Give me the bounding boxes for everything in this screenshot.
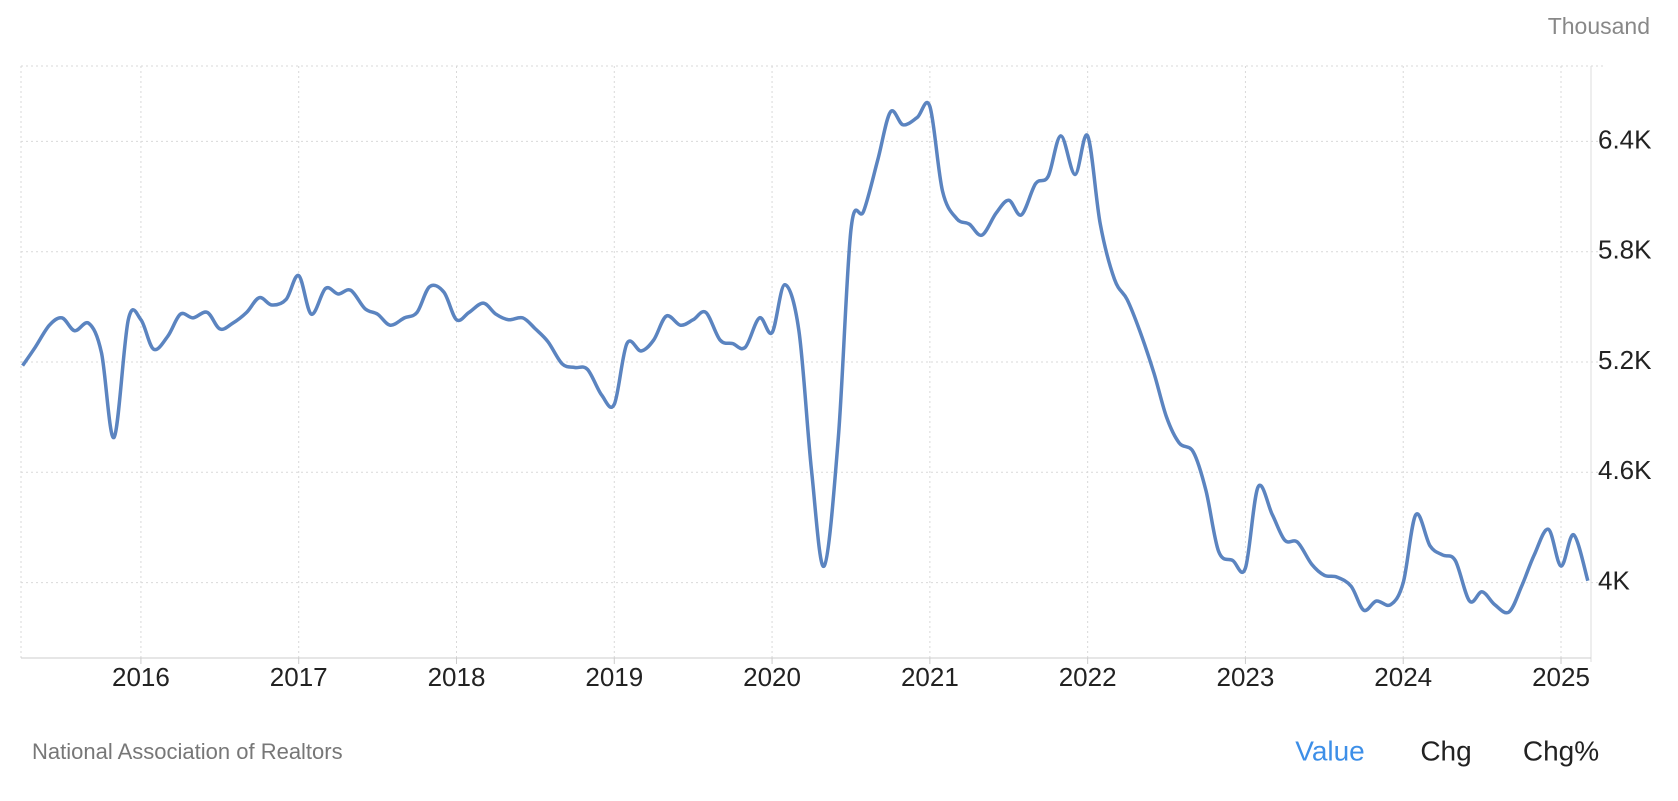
x-tick-label: 2017 <box>270 662 328 692</box>
y-tick-label: 5.8K <box>1598 235 1652 265</box>
tab-chg[interactable]: Chg <box>1420 735 1471 766</box>
tab-chg-pct[interactable]: Chg% <box>1523 735 1599 766</box>
x-tick-label: 2023 <box>1217 662 1275 692</box>
y-tick-label: 5.2K <box>1598 345 1652 375</box>
x-tick-label: 2022 <box>1059 662 1117 692</box>
y-tick-label: 6.4K <box>1598 124 1652 154</box>
tab-value[interactable]: Value <box>1295 735 1365 766</box>
y-tick-label: 4.6K <box>1598 455 1652 485</box>
line-series <box>21 100 1590 615</box>
unit-label: Thousand <box>1548 13 1650 39</box>
source: National Association of Realtors <box>32 739 343 764</box>
x-tick-label: 2019 <box>585 662 643 692</box>
x-tick-label: 2025 <box>1532 662 1590 692</box>
x-tick-label: 2021 <box>901 662 959 692</box>
x-tick-label: 2024 <box>1374 662 1432 692</box>
x-tick-label: 2016 <box>112 662 170 692</box>
y-tick-label: 4K <box>1598 565 1630 595</box>
x-tick-label: 2018 <box>428 662 486 692</box>
x-tick-label: 2020 <box>743 662 801 692</box>
